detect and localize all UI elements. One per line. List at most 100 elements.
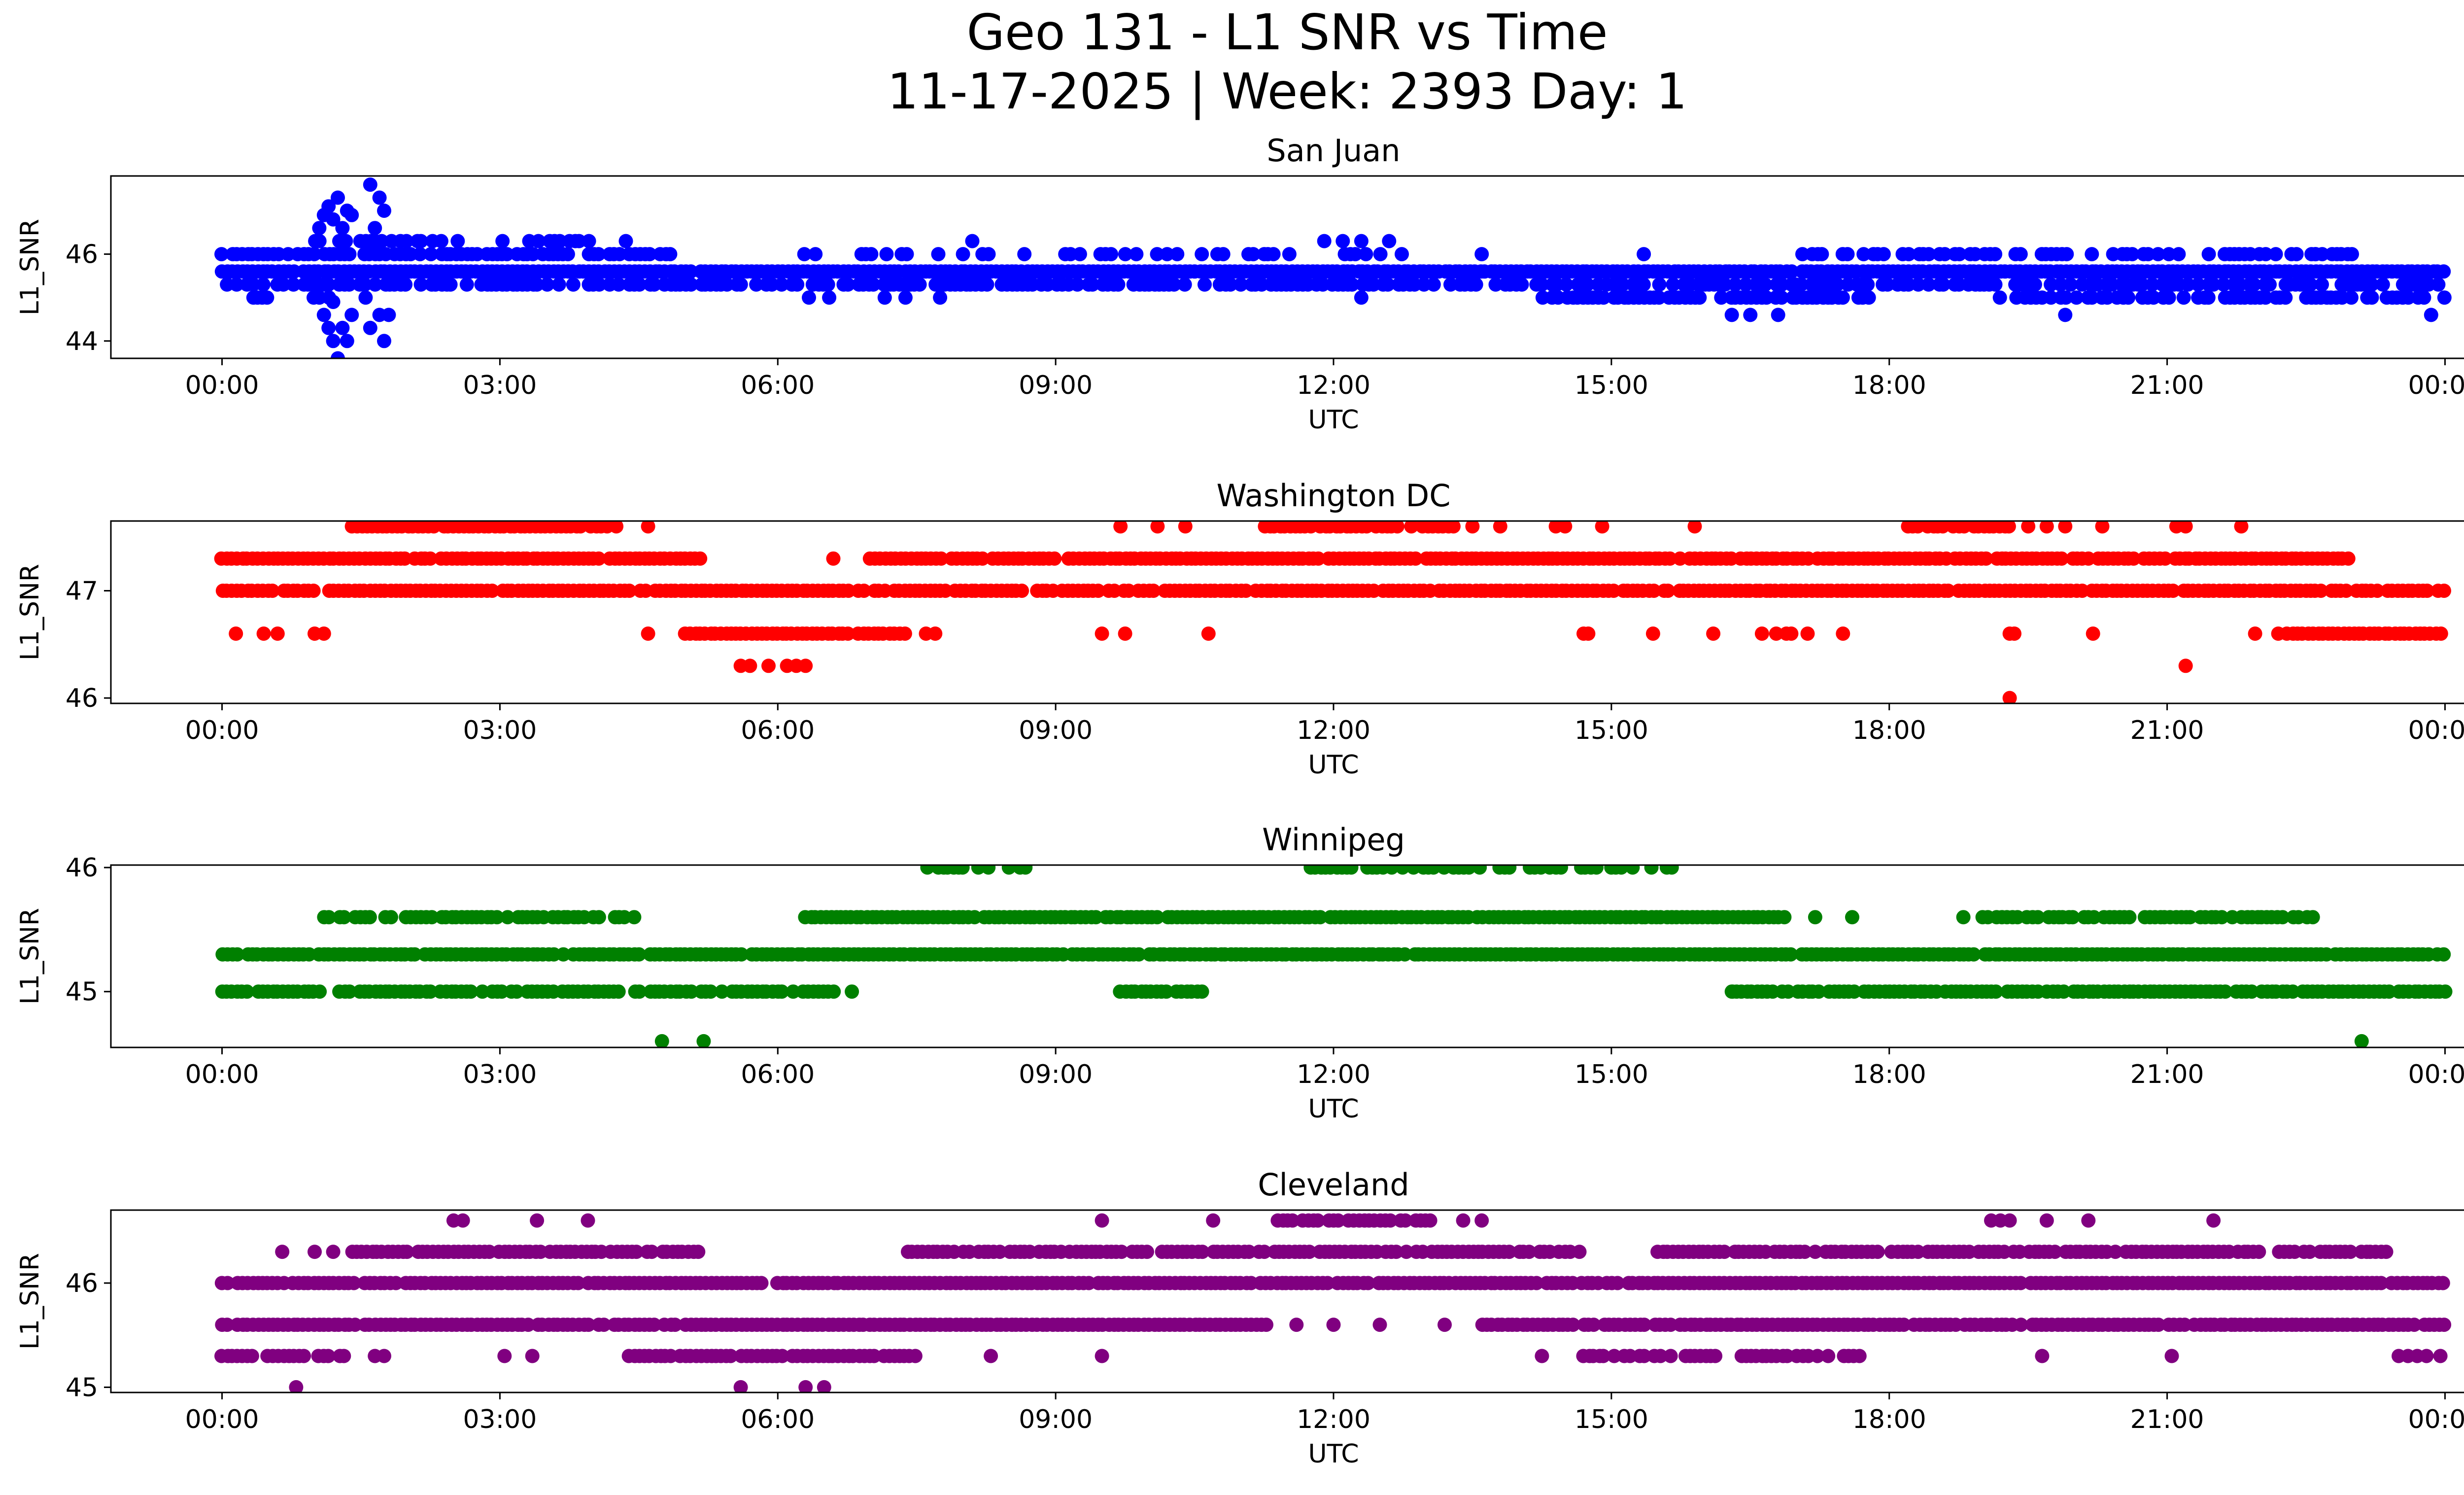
data-point [1664,865,1679,875]
data-point [2438,984,2453,999]
data-point [2262,277,2277,292]
data-point [2341,551,2356,566]
x-axis-label: UTC [1308,405,1359,435]
data-point [1646,584,1661,598]
x-tick-label: 00:00 [185,371,259,400]
data-point [1015,584,1029,598]
data-point [2424,308,2438,322]
data-point [368,277,382,292]
x-tick-label: 15:00 [1574,1060,1648,1089]
data-point [1529,1276,1544,1290]
data-point [797,247,812,262]
data-point [560,247,575,262]
x-tick-label: 21:00 [2130,371,2204,400]
data-point [1246,247,1261,262]
data-point [754,1276,769,1290]
data-point [1206,1213,1221,1228]
data-point [1111,277,1126,292]
data-point [2125,247,2140,262]
data-point [1644,865,1659,875]
data-point [1113,521,1128,534]
x-tick-label: 00:00 [2408,716,2464,745]
data-point [1373,247,1388,262]
data-point [1177,277,1192,292]
data-point [2314,584,2328,598]
data-point [312,984,327,999]
subplot-title: Washington DC [1216,478,1450,514]
data-point [897,626,912,641]
data-point [663,247,678,262]
data-point [1911,1245,1925,1259]
x-tick-label: 12:00 [1297,716,1370,745]
data-point [1941,584,1955,598]
data-point [582,234,596,248]
data-point [408,947,422,962]
data-point [2178,521,2193,534]
data-point [362,910,377,925]
data-point [955,865,970,875]
data-point [898,290,913,305]
data-point [899,247,914,262]
data-point [2108,1245,2122,1259]
data-point [2176,290,2191,305]
data-point [337,910,351,925]
data-point [2035,1349,2050,1363]
data-point [229,626,243,641]
data-point [2339,584,2354,598]
data-point [867,1349,882,1363]
data-point [260,290,274,305]
data-point [2048,1245,2062,1259]
data-point [761,659,776,673]
data-point [489,910,504,925]
data-point [230,947,245,962]
data-point [2013,247,2028,262]
x-tick-label: 12:00 [1297,371,1370,400]
data-point [1559,277,1574,292]
data-point [841,626,856,641]
data-point [1771,308,1785,322]
data-point [1637,247,1651,262]
data-point [933,290,948,305]
data-point [1988,247,2003,262]
data-point [1861,290,1876,305]
data-point [1856,247,1871,262]
data-point [1714,290,1729,305]
data-point [1876,247,1891,262]
data-point [1502,865,1517,875]
data-point [2081,551,2096,566]
data-point [340,334,354,348]
data-point [1810,1349,1825,1363]
data-point [2141,247,2156,262]
data-point [2087,910,2101,925]
subplot-title: Winnipeg [1262,822,1405,858]
data-point [1302,1245,1317,1259]
data-point [434,234,448,248]
data-point [1814,247,1829,262]
data-point [2305,910,2320,925]
data-point [566,277,581,292]
y-tick-label: 46 [66,853,98,883]
data-point [2364,277,2379,292]
data-point [372,190,387,205]
data-point [1469,277,1483,292]
data-point [2364,290,2379,305]
data-point [1018,865,1033,875]
data-point [1784,626,1799,641]
data-point [1988,277,2003,292]
data-point [1663,1349,1678,1363]
data-point [1830,277,1845,292]
data-point [335,221,350,236]
data-point [928,626,943,641]
data-point [1758,277,1773,292]
data-point [1522,1245,1537,1259]
data-point [2379,1245,2394,1259]
data-point [2054,551,2069,566]
data-point [1812,984,1826,999]
data-point [530,1213,545,1228]
data-point [2151,1318,2166,1332]
data-point [2069,290,2084,305]
data-point [1687,521,1702,534]
data-point [1384,865,1399,875]
x-tick-label: 12:00 [1297,1060,1370,1089]
x-tick-label: 00:00 [2408,1060,2464,1089]
